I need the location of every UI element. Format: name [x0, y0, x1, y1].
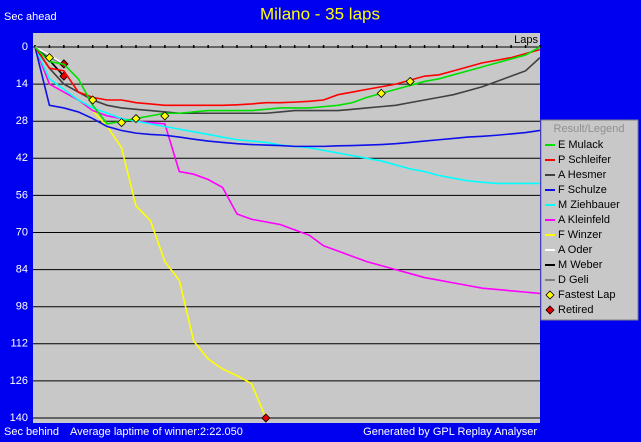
y-tick-label: 140 [10, 412, 28, 424]
y-label-top: Sec ahead [4, 11, 57, 23]
y-label-bottom: Sec behind [4, 426, 59, 438]
y-tick-label: 0 [22, 41, 28, 53]
y-tick-label: 56 [16, 189, 28, 201]
fastest-lap-marker [88, 95, 98, 105]
fastest-lap-marker [160, 111, 170, 121]
y-tick-label: 126 [10, 375, 28, 387]
legend-box [540, 119, 639, 321]
legend-swatch [545, 290, 555, 300]
series-line [34, 46, 541, 115]
chart-title: Milano - 35 laps [260, 4, 380, 23]
fastest-lap-marker [117, 117, 127, 128]
legend-label: A Hesmer [558, 169, 607, 181]
legend-label: F Winzer [558, 229, 602, 241]
legend-label: D Geli [558, 274, 589, 286]
legend-label: M Weber [558, 259, 603, 271]
y-tick-label: 14 [16, 78, 28, 90]
legend-label: F Schulze [558, 184, 607, 196]
fastest-lap-marker [405, 76, 415, 87]
fastest-lap-marker [376, 88, 386, 98]
retired-marker [261, 413, 271, 423]
plot-area [33, 33, 540, 423]
x-label: Laps [514, 34, 538, 46]
footer-right: Generated by GPL Replay Analyser [363, 426, 537, 438]
legend-swatch [545, 305, 555, 315]
y-tick-label: 70 [16, 226, 28, 238]
series-line [34, 46, 541, 148]
y-tick-label: 112 [10, 338, 28, 350]
legend-title: Result/Legend [554, 123, 625, 135]
footer-left: Average laptime of winner:2:22.050 [70, 426, 243, 438]
legend-label: A Kleinfeld [558, 214, 610, 226]
fastest-lap-marker [131, 113, 141, 124]
y-tick-label: 84 [16, 264, 28, 276]
y-tick-label: 98 [16, 301, 28, 313]
series-line [34, 46, 541, 107]
legend-label: Fastest Lap [558, 289, 615, 301]
legend-label: P Schleifer [558, 154, 611, 166]
y-tick-label: 42 [16, 152, 28, 164]
legend-label: A Oder [558, 244, 593, 256]
legend-label: Retired [558, 304, 593, 316]
fastest-lap-marker [44, 53, 54, 63]
legend-label: E Mulack [558, 139, 604, 151]
legend-label: M Ziehbauer [558, 199, 620, 211]
y-tick-label: 28 [16, 115, 28, 127]
